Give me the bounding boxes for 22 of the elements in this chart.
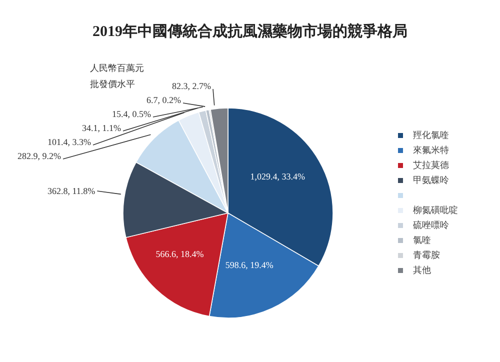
legend-label: 甲氨蝶呤 <box>413 174 449 187</box>
legend-label: 羥化氯喹 <box>413 129 449 142</box>
data-label: 362.8, 11.8% <box>47 186 96 196</box>
legend-label: 來氟米特 <box>413 144 449 157</box>
data-label: 598.6, 19.4% <box>225 260 274 270</box>
legend-label: 青霉胺 <box>413 249 440 262</box>
data-label: 282.9, 9.2% <box>18 151 62 161</box>
legend-label: 氯喹 <box>413 234 431 247</box>
text: 人民幣百萬元 <box>90 62 144 75</box>
data-label: 34.1, 1.1% <box>82 123 122 133</box>
legend-label: 硫唑嘌呤 <box>413 219 449 232</box>
text: 批發價水平 <box>90 78 136 91</box>
data-label: 15.4, 0.5% <box>112 109 152 119</box>
data-label: 6.7, 0.2% <box>146 95 182 105</box>
data-label: 566.6, 18.4% <box>156 248 204 259</box>
legend-label: 其他 <box>413 264 431 277</box>
data-label: 82.3, 2.7% <box>172 81 212 91</box>
chart-title: 2019年中國傳統合成抗風濕藥物市場的競爭格局 <box>92 22 408 41</box>
data-label: 101.4, 3.3% <box>48 137 92 147</box>
data-label: 1,029.4, 33.4% <box>250 172 306 182</box>
legend-label: 艾拉莫德 <box>413 159 449 172</box>
legend-label: 柳氮磺吡啶 <box>413 204 458 217</box>
